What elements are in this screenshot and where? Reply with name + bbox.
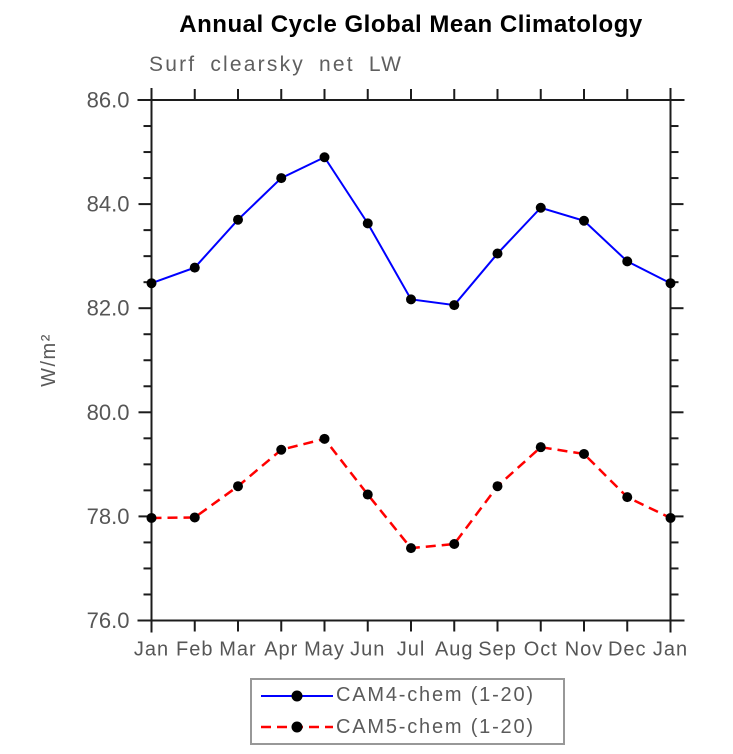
x-tick-label: Dec	[608, 639, 647, 661]
series-marker-0	[622, 256, 633, 267]
x-tick-label: Feb	[176, 639, 213, 661]
series-marker-0	[665, 278, 676, 289]
series-marker-1	[492, 481, 503, 492]
series-marker-0	[406, 294, 416, 305]
y-tick-label: 76.0	[87, 608, 130, 633]
series-marker-1	[276, 444, 287, 455]
series-marker-1	[146, 512, 157, 523]
series-marker-1	[579, 448, 589, 459]
series-line-0	[151, 155, 671, 307]
legend-label-cam4: CAM4-chem (1-20)	[336, 684, 535, 707]
series-marker-0	[449, 300, 460, 311]
x-tick-label: Jan	[134, 639, 169, 661]
x-tick-label: Aug	[435, 639, 474, 661]
y-tick-label: 80.0	[87, 400, 130, 425]
legend-item-cam5: CAM5-chem (1-20)	[258, 712, 563, 744]
y-tick-label: 84.0	[87, 192, 130, 217]
x-tick-label: May	[304, 639, 345, 661]
series-marker-1	[233, 481, 243, 492]
legend-label-cam5: CAM5-chem (1-20)	[336, 715, 535, 738]
x-tick-label: Oct	[524, 639, 558, 661]
chart-subtitle: Surf clearsky net LW	[149, 53, 404, 76]
series-marker-0	[233, 214, 243, 225]
series-marker-1	[622, 492, 633, 503]
legend: CAM4-chem (1-20) CAM5-chem (1-20)	[250, 678, 565, 745]
y-tick-label: 86.0	[87, 88, 130, 113]
series-marker-0	[362, 218, 373, 229]
series-marker-1	[535, 442, 546, 453]
series-marker-0	[579, 215, 589, 226]
plot-frame	[150, 99, 672, 622]
series-line-1	[151, 437, 672, 550]
x-tick-label: Jul	[397, 639, 426, 661]
x-tick-label: Sep	[478, 639, 517, 661]
series-marker-1	[665, 512, 676, 523]
legend-line-sample	[261, 721, 333, 733]
legend-line-sample	[261, 690, 333, 702]
x-tick-label: Apr	[264, 639, 298, 661]
y-tick-label: 78.0	[87, 504, 130, 529]
series-marker-1	[319, 433, 330, 444]
series-marker-0	[319, 152, 330, 163]
series-marker-0	[535, 202, 546, 213]
x-tick-label: Jun	[350, 639, 385, 661]
x-tick-label: Nov	[565, 639, 604, 661]
chart-title: Annual Cycle Global Mean Climatology	[179, 11, 643, 38]
series-marker-1	[189, 512, 200, 523]
series-marker-0	[492, 248, 503, 259]
x-tick-label: Jan	[653, 639, 688, 661]
series-marker-1	[406, 543, 416, 554]
series-marker-0	[276, 173, 287, 184]
x-tick-label: Mar	[219, 639, 256, 661]
series-marker-0	[146, 278, 157, 289]
series-marker-1	[362, 489, 373, 500]
series-marker-1	[449, 538, 460, 549]
legend-item-cam4: CAM4-chem (1-20)	[258, 680, 563, 712]
y-tick-label: 82.0	[87, 296, 130, 321]
series-marker-0	[189, 262, 200, 273]
